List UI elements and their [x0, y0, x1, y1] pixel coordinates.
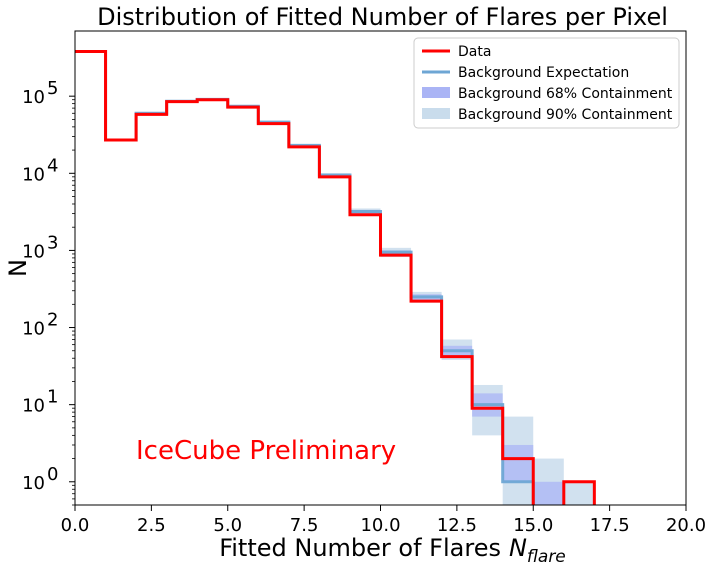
- y-tick-label: 10: [22, 473, 45, 494]
- chart-title: Distribution of Fitted Number of Flares …: [97, 3, 668, 31]
- x-tick-label: 12.5: [437, 515, 477, 536]
- y-tick-exponent: 0: [47, 464, 58, 485]
- x-axis-label-subscript: flare: [527, 547, 566, 567]
- band-bin: [502, 444, 534, 482]
- x-tick-label: 15.0: [513, 515, 553, 536]
- y-tick-label: 10: [22, 241, 45, 262]
- x-axis-ticks: 0.0 2.5 5.0 7.5 10.0 12.5 15.0 17.5 20.0: [61, 505, 706, 536]
- legend-entry: Data: [422, 44, 491, 60]
- y-tick-label: 10: [22, 396, 45, 417]
- x-tick-label: 10.0: [360, 515, 400, 536]
- legend-swatch-patch: [422, 108, 450, 119]
- icecube-preliminary-annotation: IceCube Preliminary: [136, 436, 396, 466]
- x-tick-label: 7.5: [290, 515, 319, 536]
- legend-label: Background 68% Containment: [458, 86, 673, 102]
- x-axis-label-symbol: N: [509, 534, 527, 562]
- legend-box: [413, 37, 680, 129]
- y-tick-exponent: 5: [47, 78, 58, 99]
- legend: Data Background Expectation Background 68%…: [413, 37, 680, 129]
- legend-label: Data: [458, 44, 491, 60]
- series-lines: [75, 49, 596, 505]
- y-tick-exponent: 3: [47, 232, 58, 253]
- series-line-data: [75, 49, 596, 505]
- containment-bands: [75, 50, 595, 505]
- x-axis-label-text: Fitted Number of Flares: [219, 534, 501, 562]
- x-tick-label: 5.0: [213, 515, 242, 536]
- y-tick-label: 10: [22, 319, 45, 340]
- y-tick-exponent: 1: [47, 387, 58, 408]
- y-axis-label: N: [4, 259, 32, 277]
- x-tick-label: 2.5: [137, 515, 166, 536]
- x-tick-label: 17.5: [590, 515, 630, 536]
- x-axis-label: Fitted Number of Flares Nflare: [219, 534, 566, 567]
- y-tick-exponent: 4: [47, 155, 58, 176]
- legend-entry: Background Expectation: [422, 65, 629, 81]
- x-tick-label: 0.0: [61, 515, 90, 536]
- legend-label: Background Expectation: [458, 65, 629, 81]
- x-tick-label: 20.0: [666, 515, 706, 536]
- legend-label: Background 90% Containment: [458, 107, 673, 123]
- legend-swatch-patch: [422, 87, 450, 98]
- legend-entry: Background 68% Containment: [422, 86, 673, 102]
- y-tick-label: 10: [22, 164, 45, 185]
- band-bin: [533, 481, 564, 505]
- y-tick-label: 10: [22, 87, 45, 108]
- legend-entry: Background 90% Containment: [422, 107, 673, 123]
- y-tick-exponent: 2: [47, 310, 58, 331]
- band-bin: [563, 481, 595, 505]
